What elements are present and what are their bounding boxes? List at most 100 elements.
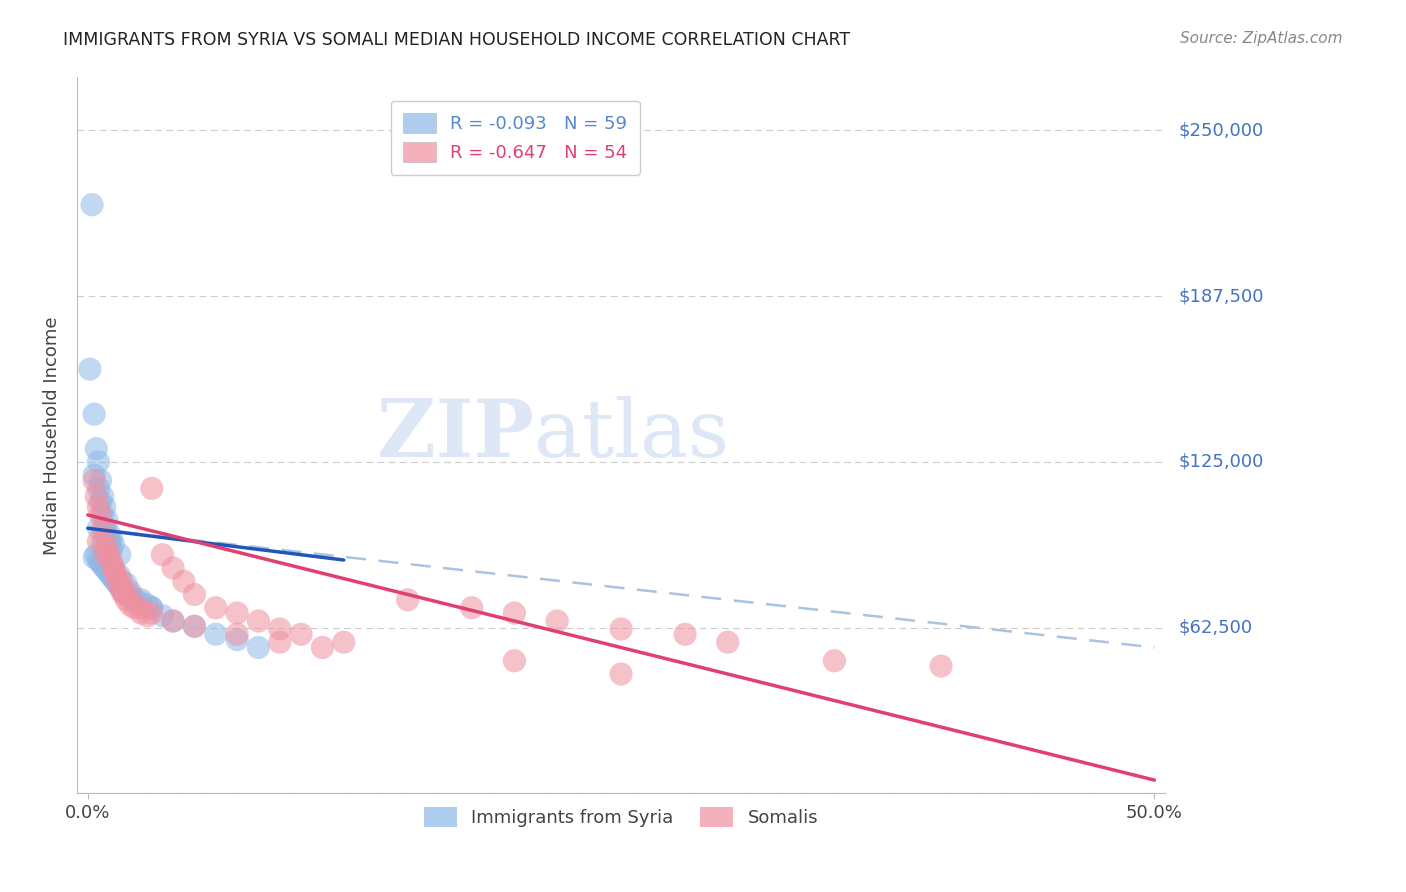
- Point: [162, 614, 184, 628]
- Point: [269, 635, 291, 649]
- Point: [173, 574, 195, 589]
- Point: [94, 548, 117, 562]
- Point: [91, 534, 114, 549]
- Point: [112, 584, 135, 599]
- Point: [162, 561, 184, 575]
- Point: [115, 577, 138, 591]
- Point: [103, 537, 125, 551]
- Point: [94, 521, 117, 535]
- Point: [269, 622, 291, 636]
- Point: [108, 548, 131, 562]
- Point: [503, 654, 526, 668]
- Point: [311, 640, 333, 655]
- Point: [98, 566, 121, 581]
- Point: [79, 362, 101, 376]
- Point: [103, 572, 125, 586]
- Point: [141, 606, 163, 620]
- Point: [87, 482, 110, 496]
- Point: [100, 553, 122, 567]
- Point: [247, 640, 270, 655]
- Point: [98, 553, 121, 567]
- Point: [94, 561, 117, 575]
- Point: [84, 442, 107, 456]
- Point: [98, 534, 121, 549]
- Point: [96, 513, 118, 527]
- Point: [136, 608, 159, 623]
- Point: [162, 614, 184, 628]
- Point: [104, 574, 127, 589]
- Point: [91, 489, 114, 503]
- Y-axis label: Median Household Income: Median Household Income: [44, 316, 60, 555]
- Point: [111, 582, 134, 597]
- Point: [183, 619, 205, 633]
- Point: [108, 580, 131, 594]
- Point: [112, 587, 135, 601]
- Point: [94, 548, 117, 562]
- Point: [120, 584, 142, 599]
- Text: Source: ZipAtlas.com: Source: ZipAtlas.com: [1180, 31, 1343, 46]
- Point: [610, 622, 633, 636]
- Point: [115, 587, 138, 601]
- Point: [396, 592, 419, 607]
- Point: [124, 600, 146, 615]
- Point: [111, 584, 134, 599]
- Point: [96, 564, 118, 578]
- Point: [98, 534, 121, 549]
- Point: [129, 592, 152, 607]
- Point: [929, 659, 952, 673]
- Point: [247, 614, 270, 628]
- Point: [100, 532, 122, 546]
- Point: [120, 590, 142, 604]
- Point: [87, 553, 110, 567]
- Point: [332, 635, 354, 649]
- Point: [94, 532, 117, 546]
- Text: $187,500: $187,500: [1180, 287, 1264, 305]
- Point: [152, 548, 174, 562]
- Text: atlas: atlas: [534, 396, 730, 475]
- Point: [90, 494, 112, 508]
- Point: [226, 632, 249, 647]
- Point: [94, 500, 117, 514]
- Point: [290, 627, 312, 641]
- Point: [610, 667, 633, 681]
- Point: [461, 600, 484, 615]
- Point: [98, 548, 121, 562]
- Point: [100, 569, 122, 583]
- Point: [87, 534, 110, 549]
- Point: [96, 529, 118, 543]
- Point: [129, 606, 152, 620]
- Point: [80, 197, 103, 211]
- Point: [717, 635, 740, 649]
- Point: [104, 566, 127, 581]
- Point: [87, 500, 110, 514]
- Point: [87, 521, 110, 535]
- Point: [91, 558, 114, 573]
- Point: [107, 577, 129, 591]
- Point: [204, 627, 226, 641]
- Point: [141, 600, 163, 615]
- Text: $250,000: $250,000: [1180, 121, 1264, 139]
- Text: $62,500: $62,500: [1180, 619, 1253, 637]
- Point: [83, 550, 105, 565]
- Point: [136, 598, 159, 612]
- Point: [120, 598, 142, 612]
- Point: [111, 574, 134, 589]
- Point: [129, 600, 152, 615]
- Point: [124, 592, 146, 607]
- Point: [84, 489, 107, 503]
- Point: [546, 614, 568, 628]
- Point: [226, 606, 249, 620]
- Point: [120, 587, 142, 601]
- Point: [84, 548, 107, 562]
- Point: [83, 407, 105, 421]
- Point: [83, 474, 105, 488]
- Point: [204, 600, 226, 615]
- Point: [100, 542, 122, 557]
- Point: [90, 556, 112, 570]
- Point: [103, 561, 125, 575]
- Point: [823, 654, 845, 668]
- Point: [115, 592, 138, 607]
- Point: [152, 608, 174, 623]
- Point: [141, 600, 163, 615]
- Legend: Immigrants from Syria, Somalis: Immigrants from Syria, Somalis: [418, 800, 825, 834]
